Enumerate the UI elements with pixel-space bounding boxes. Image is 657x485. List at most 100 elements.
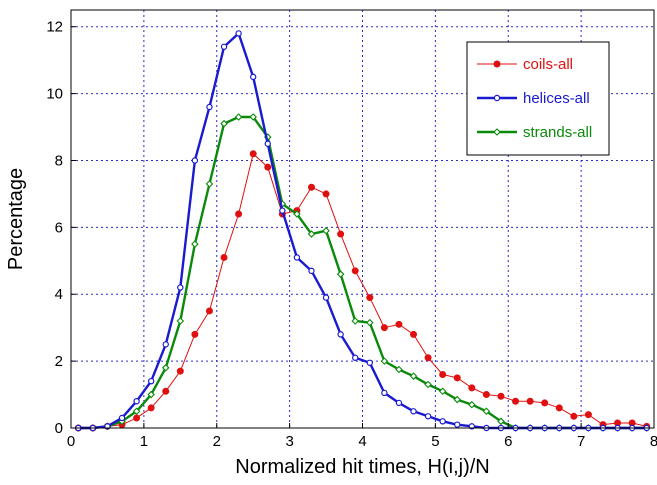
strands-point [424, 380, 432, 389]
strands-point [322, 226, 330, 235]
helices-point [322, 294, 330, 301]
coils-point [541, 399, 549, 407]
helices-point [249, 73, 257, 81]
legend-item-strands: strands-all [477, 124, 592, 141]
y-tick-label: 0 [55, 420, 63, 437]
legend: coils-all helices-all strands-all [466, 41, 610, 156]
strands-point [482, 407, 491, 416]
helices-point [454, 421, 461, 428]
helices-point [395, 399, 403, 407]
strands-point [220, 119, 228, 128]
x-tick-label: 8 [650, 433, 657, 450]
x-tick-label: 3 [285, 433, 293, 450]
helices-point [133, 398, 140, 405]
strands-point [366, 318, 374, 327]
coils-point [235, 210, 243, 218]
strands-point [161, 364, 170, 372]
y-tick-label: 2 [55, 353, 63, 370]
strands-point [380, 357, 389, 365]
coils-point [133, 414, 141, 422]
strands-point [293, 210, 301, 218]
x-tick-label: 2 [213, 433, 221, 450]
helices-point [177, 284, 184, 291]
x-tick-label: 0 [67, 433, 75, 450]
x-axis-label: Normalized hit times, H(i,j)/N [235, 456, 489, 478]
legend-item-helices: helices-all [477, 90, 590, 107]
coils-point [337, 230, 345, 238]
coils-point [264, 163, 272, 171]
coils-point [410, 330, 418, 338]
helices-point [352, 354, 359, 361]
y-tick-label: 10 [46, 86, 63, 103]
helices-point [293, 254, 301, 261]
y-tick-label: 8 [55, 152, 63, 169]
legend-label: helices-all [523, 90, 590, 107]
strands-point [336, 270, 345, 278]
legend-item-coils: coils-all [477, 56, 573, 73]
helices-point [118, 414, 126, 422]
strands-point [205, 180, 214, 188]
strands-point [234, 113, 243, 121]
strands-point [497, 417, 505, 426]
helices-point [162, 341, 169, 348]
coils-point [497, 392, 505, 400]
helices-point [337, 331, 344, 338]
helices-point [279, 207, 286, 214]
coils-line [78, 153, 647, 429]
strands-point [307, 230, 316, 238]
helices-point [220, 43, 228, 50]
coils-point [453, 374, 461, 382]
coils-point [482, 391, 490, 399]
coils-point [512, 397, 520, 405]
x-tick-label: 6 [504, 433, 512, 450]
coils-point [439, 370, 447, 378]
helices-point [410, 408, 417, 415]
y-axis-label: Percentage [5, 168, 27, 270]
coils-point [584, 411, 592, 419]
strands-point [395, 365, 403, 374]
helices-point [235, 30, 242, 37]
coils-point [526, 397, 534, 405]
helices-point [308, 267, 315, 275]
helices-point [147, 377, 155, 385]
strands-point [132, 407, 141, 416]
x-tick-label: 4 [358, 433, 366, 450]
coils-point [395, 320, 403, 328]
helices-point [191, 157, 199, 164]
x-tick-label: 5 [431, 433, 439, 450]
legend-marker [493, 60, 501, 68]
strands-point [176, 317, 185, 325]
coils-point [380, 324, 388, 332]
coils-point [162, 387, 170, 395]
x-tick-label: 7 [577, 433, 585, 450]
strands-point [249, 113, 257, 121]
coils-point [570, 412, 578, 420]
coils-point [555, 404, 563, 412]
legend-label: coils-all [523, 56, 573, 73]
coils-point [322, 190, 330, 198]
strands-point [147, 390, 155, 399]
helices-point [206, 103, 213, 111]
helices-point [264, 140, 271, 147]
strands-point [351, 317, 359, 325]
x-tick-label: 1 [140, 433, 148, 450]
helices-point [439, 418, 446, 425]
coils-point [191, 330, 199, 338]
helices-point [366, 359, 373, 366]
helices-point [381, 389, 388, 397]
coils-point [220, 253, 228, 261]
coils-point [351, 267, 359, 275]
strands-point [191, 240, 199, 248]
legend-label: strands-all [523, 124, 592, 141]
legend-marker [493, 94, 501, 102]
strands-point [438, 387, 447, 395]
coils-point [366, 294, 374, 302]
helices-point [424, 413, 432, 420]
y-tick-label: 6 [55, 219, 63, 236]
legend-marker [493, 128, 501, 136]
coils-point [147, 404, 155, 412]
coils-point [468, 384, 476, 392]
coils-point [249, 150, 257, 158]
